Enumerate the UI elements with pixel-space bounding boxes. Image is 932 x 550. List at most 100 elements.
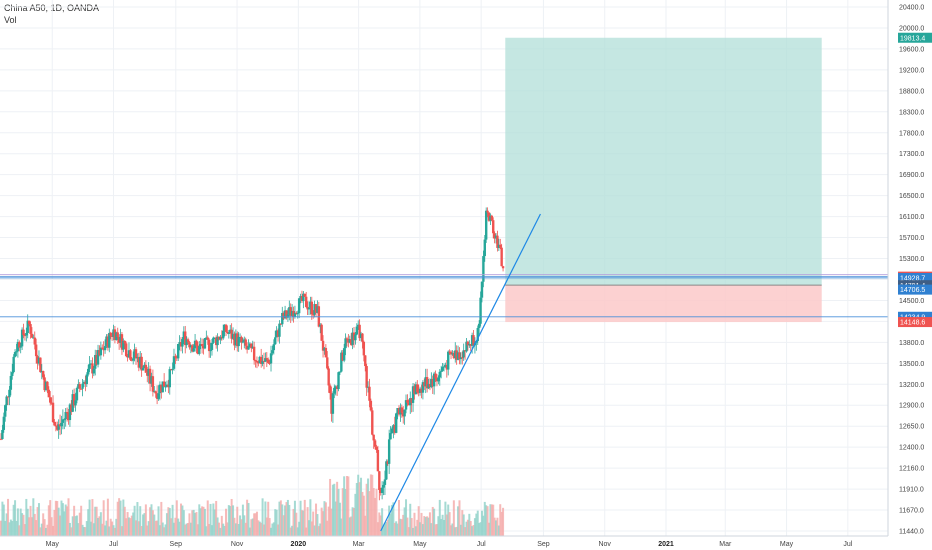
volume-bar [284, 505, 287, 536]
candle-body [420, 388, 423, 393]
volume-bar [29, 505, 32, 536]
volume-bar [480, 510, 483, 536]
candle-body [120, 334, 124, 350]
candle-body [172, 356, 176, 369]
candle-body [127, 350, 131, 358]
volume-bar [317, 526, 320, 536]
candle-body [487, 212, 491, 221]
volume-bar [39, 527, 42, 536]
candle-body [175, 357, 178, 359]
volume-bar [5, 513, 8, 536]
volume-bar [388, 505, 391, 536]
volume-bar [333, 483, 336, 536]
volume-bar [146, 525, 149, 536]
candle-body [414, 384, 418, 395]
volume-bar [337, 488, 340, 536]
candle-body [468, 343, 471, 346]
candle-body [75, 388, 79, 401]
candle-body [57, 424, 60, 430]
volume-bar [447, 504, 450, 536]
stop-zone [505, 285, 822, 323]
candle-body [165, 384, 169, 387]
candle-body [224, 324, 228, 332]
candle-body [43, 377, 46, 391]
candle-body [223, 324, 226, 331]
candle-body [496, 235, 499, 248]
volume-bar [271, 523, 274, 536]
volume-bar [56, 501, 59, 536]
candle-body [483, 239, 486, 257]
candle-body [198, 346, 201, 354]
volume-bar [50, 517, 53, 536]
candle-body [0, 438, 3, 440]
candle-body [489, 215, 492, 221]
volume-bar [149, 507, 152, 536]
candle-body [177, 343, 180, 359]
price-badge [898, 311, 932, 322]
volume-bar [490, 504, 493, 536]
volume-bar [417, 506, 420, 536]
candle-body [15, 351, 18, 353]
price-tick-label: 12160.0 [899, 466, 924, 473]
candle-body [33, 337, 36, 345]
candle-body [217, 336, 221, 340]
candle-body [186, 339, 190, 343]
candle-body [167, 384, 170, 388]
candle-body [357, 324, 360, 327]
volume-bar [71, 516, 74, 536]
candle-body [113, 329, 117, 341]
price-tick-label: 11440.0 [899, 529, 924, 536]
volume-bar [130, 515, 133, 536]
candle-body [476, 327, 479, 342]
volume-bar [42, 513, 45, 536]
volume-bar [184, 524, 187, 536]
time-tick-label: Mar [719, 541, 732, 548]
candle-body [123, 340, 126, 344]
candle-body [328, 385, 332, 394]
candle-body [248, 343, 252, 347]
volume-bar [163, 527, 166, 536]
volume-bar [392, 502, 395, 536]
candle-body [334, 386, 337, 388]
candle-body [286, 314, 290, 318]
candle-body [13, 352, 17, 357]
volume-bar [469, 521, 472, 536]
volume-bar [354, 493, 357, 536]
volume-bar [437, 516, 440, 536]
volume-bar [476, 510, 479, 536]
volume-bar [220, 515, 223, 536]
volume-bar [414, 526, 417, 536]
volume-bar [164, 524, 167, 536]
candle-body [236, 333, 239, 347]
candle-body [321, 340, 325, 351]
candle-body [124, 343, 128, 357]
candle-body [174, 356, 177, 358]
price-tick-label: 11670.0 [899, 508, 924, 515]
candle-body [477, 323, 481, 328]
volume-bar [105, 520, 108, 536]
volume-bar [132, 512, 135, 536]
volume-bar [344, 488, 347, 536]
candle-body [133, 349, 136, 359]
volume-bar [434, 524, 437, 536]
volume-bar [303, 499, 306, 536]
volume-bar [379, 515, 382, 536]
candle-body [26, 320, 29, 334]
volume-bar [293, 500, 296, 536]
candle-body [92, 368, 96, 374]
candle-body [319, 324, 322, 327]
candle-body [380, 487, 384, 493]
volume-bar [300, 510, 303, 536]
volume-bar [267, 501, 270, 536]
price-tick-label: 18300.0 [899, 109, 924, 116]
volume-bar [15, 520, 18, 536]
candle-body [155, 393, 159, 399]
volume-bar [59, 515, 62, 536]
volume-bar [466, 519, 469, 536]
candle-body [267, 359, 270, 363]
candle-body [25, 333, 28, 336]
volume-bar [386, 519, 389, 536]
candle-body [191, 345, 194, 352]
candle-body [349, 339, 353, 345]
